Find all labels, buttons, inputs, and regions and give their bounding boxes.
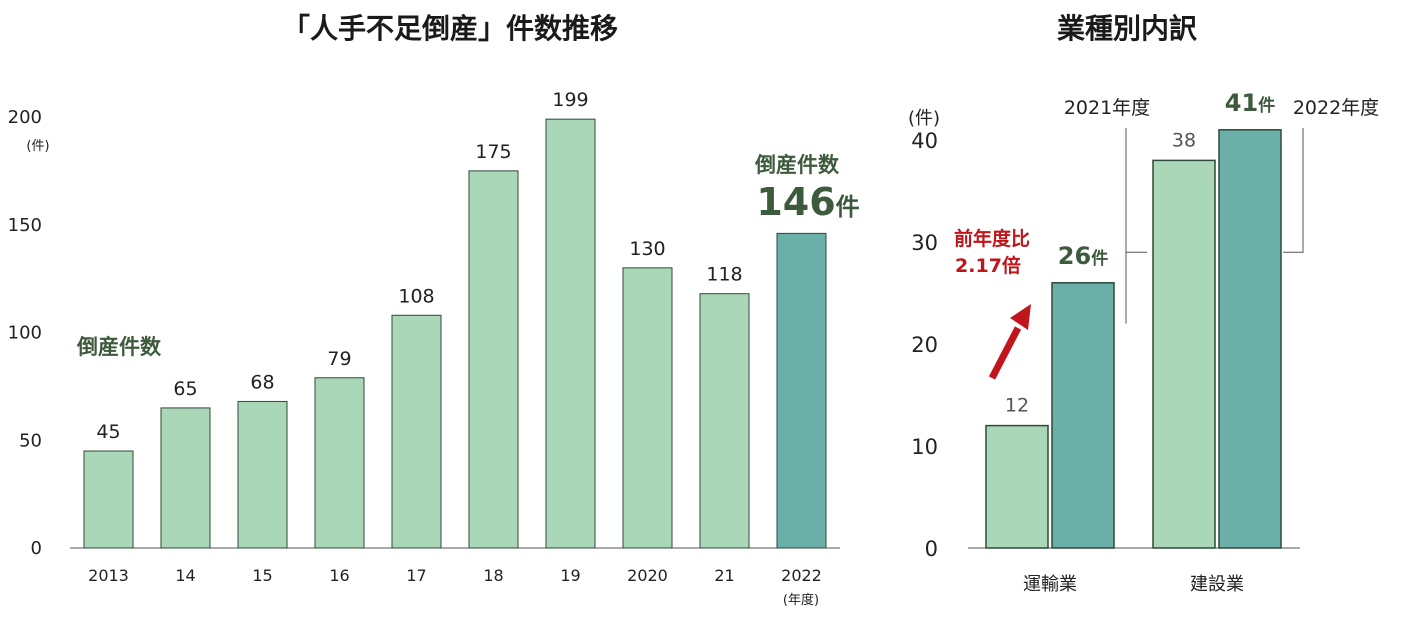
y-tick-label-right: 30 [911,231,938,255]
growth-arrow-head [1010,304,1031,330]
bar [699,293,750,549]
chart-title-left: 「人手不足倒産」件数推移 [282,12,618,45]
x-tick-label-left: 2013 [88,566,129,585]
y-tick-label-right: 40 [911,129,938,153]
bar [1218,129,1282,549]
bar [1152,159,1216,549]
series-label-left: 倒産件数 [76,335,162,359]
x-tick-label-left: 16 [329,566,349,585]
bar-value-number: 41 [1225,89,1258,117]
bar-value-number: 26 [1058,242,1091,270]
y-tick-label-right: 10 [911,435,938,459]
x-tick-label-left: 15 [252,566,272,585]
legend-2022: 2022年度 [1293,97,1379,119]
y-tick-label-right: 20 [911,333,938,357]
bar-value-label: 175 [475,141,511,163]
bar-value-label: 41件 [1225,89,1275,117]
y-tick-label-right: 0 [925,537,938,561]
x-tick-label-left: 2022 [781,566,822,585]
growth-arrow-shaft [988,326,1022,380]
x-tick-label-left: 21 [714,566,734,585]
bar [468,170,519,549]
highlight-value: 146件 [756,180,859,224]
bar [314,377,365,549]
legend-2021: 2021年度 [1064,97,1150,119]
y-tick-label-left: 100 [8,323,42,344]
y-tick-label-left: 200 [8,107,42,128]
bar [622,267,673,549]
bar [391,314,442,549]
y-tick-label-left: 150 [8,215,42,236]
bar-value-label: 12 [1005,395,1029,417]
bar [985,424,1049,549]
bar [160,407,211,549]
x-tick-label-right: 建設業 [1190,574,1244,595]
growth-arrow [988,304,1031,380]
bar-value-unit: 件 [1258,95,1275,116]
bar-value-label: 79 [327,348,351,370]
x-tick-label-left: 2020 [627,566,668,585]
bar-value-label: 130 [629,238,665,260]
left-bar-chart: 0 50 100 150 200 45 2013 65 14 68 15 79 16 108 17 175 18… [8,89,840,585]
ratio-line-2: 2.17倍 [955,254,1021,277]
y-tick-label-left: 50 [19,430,42,451]
bar-value-label: 45 [96,421,120,443]
x-tick-label-left: 14 [175,566,195,585]
highlight-unit: 件 [836,193,860,221]
y-tick-label-left: 0 [31,538,42,559]
bar-value-label: 65 [173,378,197,400]
bar [545,118,596,549]
ratio-line-1: 前年度比 [954,227,1030,250]
x-axis-unit-left: (年度) [783,592,819,608]
x-tick-label-left: 17 [406,566,426,585]
y-axis-unit-right: (件) [908,108,940,129]
highlight-number: 146 [756,180,835,224]
chart-title-right: 業種別内訳 [1057,12,1198,45]
bar-value-label: 199 [552,89,588,111]
bar-value-label: 38 [1172,129,1196,151]
bar [83,450,134,549]
x-tick-label-left: 19 [560,566,580,585]
bar-value-label: 68 [250,371,274,393]
highlight-label: 倒産件数 [754,153,840,177]
bar [776,232,827,549]
bar-value-label: 108 [398,285,434,307]
bar-value-unit: 件 [1091,248,1108,269]
x-tick-label-right: 運輸業 [1023,574,1077,595]
bar [237,400,288,549]
y-axis-unit-left: (件) [26,139,49,154]
bar [1051,282,1115,549]
legend-connector-2022 [1283,128,1304,253]
bar-value-label: 26件 [1058,242,1108,270]
legend-connector-2021 [1125,128,1147,324]
bar-value-label: 118 [706,264,742,286]
x-tick-label-left: 18 [483,566,503,585]
